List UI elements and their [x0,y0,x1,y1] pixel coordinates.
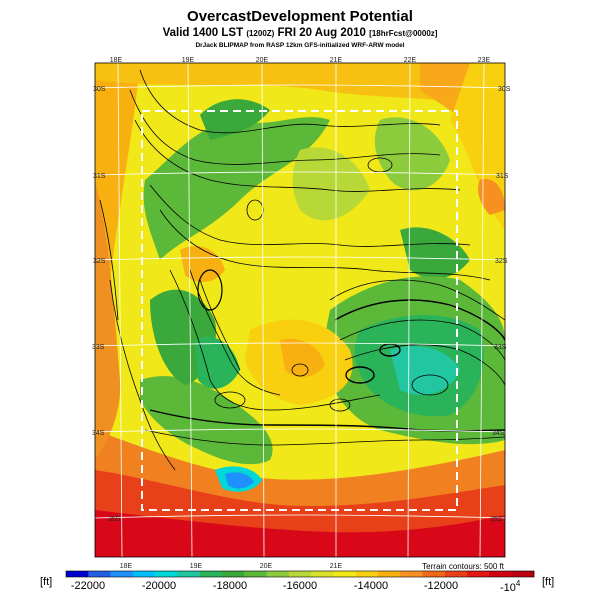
terrain-note: Terrain contours: 500 ft [422,562,505,571]
colorbar-swatch [467,571,490,577]
lon-label: 22E [404,57,417,64]
colorbar-swatch [444,571,468,577]
colorbar-tick: -18000 [213,580,247,592]
colorbar-unit-right: [ft] [542,576,554,588]
model-credit: DrJack BLIPMAP from RASP 12km GFS-initia… [195,42,405,49]
lat-label: 35S [108,516,121,523]
colorbar-unit-left: [ft] [40,576,52,588]
colorbar-swatch [355,571,379,577]
colorbar-multiplier: -104 [500,579,521,594]
lon-label: 18E [120,563,133,570]
lon-label: 19E [182,57,195,64]
lat-label: 30S [498,86,511,93]
colorbar-swatch [88,571,111,577]
chart-title: OvercastDevelopment Potential [187,8,413,25]
colorbar-swatch [155,571,178,577]
lat-label: 34S [92,430,105,437]
colorbar-swatch [333,571,357,577]
lat-label: 35S [490,516,503,523]
colorbar-frame [65,570,535,578]
colorbar-tick: -14000 [354,580,388,592]
colorbar-swatch [66,571,89,577]
colorbar-tick: -20000 [142,580,176,592]
colorbar-ticks: -22000 -20000 -18000 -16000 -14000 -1200… [71,580,458,592]
forecast-info: [18hrFcst@0000z] [369,29,438,38]
colorbar-swatch [311,571,334,577]
colorbar-swatch [400,571,423,577]
lat-label: 33S [92,344,105,351]
colorbar-swatch [177,571,201,577]
lat-label: 32S [495,258,508,265]
lon-labels-top: 18E 19E 20E 21E 22E 23E [110,57,491,64]
lon-label: 23E [478,57,491,64]
colorbar-swatch [422,571,446,577]
colorbar-swatch [378,571,401,577]
lon-label: 19E [190,563,203,570]
lon-label: 21E [330,563,343,570]
multiplier-exp: 4 [516,579,521,588]
valid-time: Valid 1400 LST (1200Z) FRI 20 Aug 2010 [… [0,27,600,39]
colorbar-swatch [222,571,245,577]
lon-label: 20E [256,57,269,64]
colorbar-tick: -12000 [424,580,458,592]
lat-label: 31S [496,173,509,180]
lon-label: 18E [110,57,123,64]
inner-domain-box [141,110,458,511]
colorbar-swatch [511,571,535,577]
colorbar-swatch [489,571,513,577]
colorbar-swatch [132,571,156,577]
valid-main: Valid 1400 LST [162,27,244,39]
colorbar-swatch [199,571,223,577]
lon-labels-bottom: 18E 19E 20E 21E [120,563,343,570]
lat-label: 34S [492,430,505,437]
lon-label: 20E [260,563,273,570]
multiplier-base: -10 [500,582,516,594]
colorbar-swatch [266,571,290,577]
map-frame [94,62,506,558]
valid-utc: (1200Z) [246,29,275,38]
lat-labels-right: 30S 31S 32S 33S 34S 35S [490,86,511,523]
colorbar-tick: -22000 [71,580,105,592]
colorbar [66,571,535,577]
lat-label: 33S [494,344,507,351]
colorbar-swatch [288,571,312,577]
overcast-field [95,63,505,557]
lat-lon-grid [95,63,505,557]
valid-date: FRI 20 Aug 2010 [277,27,366,39]
colorbar-tick: -16000 [283,580,317,592]
lat-label: 30S [93,86,106,93]
colorbar-swatch [244,571,267,577]
lat-label: 31S [93,173,106,180]
colorbar-swatch [110,571,134,577]
lat-label: 32S [93,258,106,265]
lon-label: 21E [330,57,343,64]
lat-labels-left: 30S 31S 32S 33S 34S 35S [92,86,121,523]
